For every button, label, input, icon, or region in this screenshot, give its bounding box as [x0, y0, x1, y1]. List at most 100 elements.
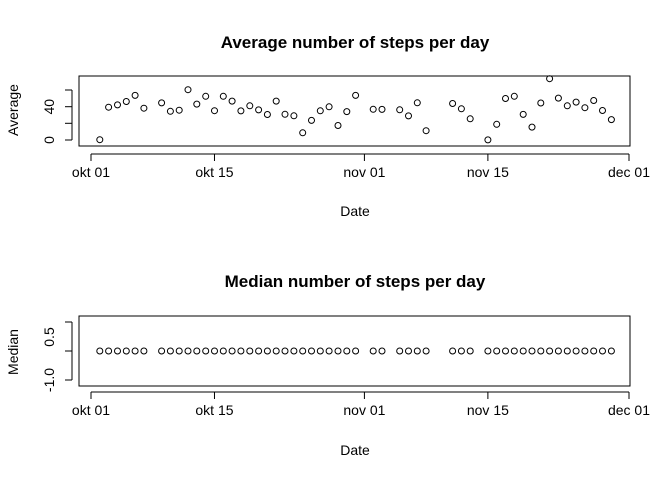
data-point [405, 112, 412, 120]
data-point [405, 347, 412, 355]
data-point [325, 347, 333, 355]
data-point [457, 105, 465, 113]
data-point [158, 347, 166, 355]
data-point [607, 347, 615, 355]
data-point [502, 347, 509, 355]
data-point [484, 347, 492, 355]
data-point [246, 347, 254, 355]
data-point [246, 102, 254, 110]
data-point [308, 116, 315, 124]
data-point [219, 92, 227, 100]
data-point [299, 129, 307, 137]
x-axis-label-median: Date [340, 442, 370, 458]
data-point [290, 347, 298, 355]
data-point [228, 97, 236, 105]
data-point [193, 347, 201, 355]
data-point [175, 106, 183, 114]
data-point [211, 347, 218, 355]
data-point [413, 347, 421, 355]
data-point [272, 97, 280, 105]
data-point [263, 111, 271, 118]
data-point [131, 91, 139, 99]
data-point [184, 347, 192, 355]
data-point [378, 105, 386, 113]
x-tick-label: nov 15 [467, 164, 509, 180]
x-ticks-median: okt 01 okt 15 nov 01 nov 15 dec 01 [72, 392, 650, 418]
data-point [272, 347, 280, 355]
x-tick-label: nov 01 [343, 164, 385, 180]
data-point [325, 103, 333, 111]
data-point [184, 86, 192, 94]
data-point [590, 97, 598, 104]
x-tick-label: nov 15 [467, 402, 509, 418]
chart-title-median: Median number of steps per day [225, 272, 486, 291]
data-point [105, 347, 113, 355]
data-point [537, 347, 545, 355]
x-tick-label: dec 01 [608, 164, 650, 180]
data-point [131, 347, 139, 355]
plot-frame-median [78, 315, 631, 387]
data-point [493, 120, 501, 128]
data-point [219, 347, 227, 355]
data-point [343, 108, 351, 116]
data-point [193, 100, 201, 108]
data-point [528, 123, 536, 131]
data-point [334, 347, 342, 355]
data-point [572, 98, 580, 106]
data-point [211, 107, 218, 115]
data-point [166, 107, 174, 115]
data-point [510, 347, 518, 355]
data-point [140, 347, 148, 355]
data-point [202, 347, 210, 355]
data-point [158, 99, 166, 107]
chart-title-average: Average number of steps per day [221, 33, 490, 52]
data-point [599, 347, 606, 355]
data-point [369, 347, 377, 355]
data-point [519, 347, 527, 355]
data-point [581, 104, 589, 112]
data-point [607, 116, 615, 124]
data-point [122, 98, 130, 105]
data-point [599, 107, 606, 114]
data-point [96, 347, 104, 355]
data-point [316, 347, 324, 355]
data-point [396, 347, 404, 355]
x-tick-label: okt 15 [195, 164, 233, 180]
data-point [563, 347, 571, 355]
plot-frame-average [78, 75, 631, 147]
data-point [546, 347, 554, 355]
y-tick-label: 0 [41, 136, 57, 144]
data-point [378, 347, 386, 355]
y-tick-label: 40 [41, 99, 57, 115]
average-steps-panel: Average number of steps per day okt 01 ok… [5, 33, 650, 219]
data-point [546, 75, 554, 83]
x-tick-label: okt 01 [72, 164, 110, 180]
y-tick-label: 0.5 [41, 327, 57, 347]
data-point [175, 347, 183, 355]
data-point [484, 136, 492, 144]
data-point [528, 347, 536, 355]
data-point [281, 110, 289, 118]
data-point [537, 99, 545, 107]
data-point [166, 347, 174, 355]
data-points-average [96, 75, 615, 144]
data-point [290, 112, 298, 120]
x-ticks-average: okt 01 okt 15 nov 01 nov 15 dec 01 [72, 154, 650, 180]
data-point [308, 347, 315, 355]
x-tick-label: okt 01 [72, 402, 110, 418]
data-point [237, 347, 245, 355]
data-point [114, 347, 121, 355]
data-point [449, 347, 457, 355]
data-point [122, 347, 130, 355]
y-axis-label-median: Median [5, 329, 21, 375]
data-point [510, 92, 518, 100]
data-point [140, 104, 148, 112]
y-axis-label-average: Average [5, 84, 21, 136]
data-point [554, 94, 562, 102]
data-point [413, 99, 421, 107]
data-point [422, 127, 430, 135]
median-steps-panel: Median number of steps per day okt 01 okt… [5, 272, 650, 458]
data-point [105, 103, 113, 111]
data-point [563, 102, 571, 110]
